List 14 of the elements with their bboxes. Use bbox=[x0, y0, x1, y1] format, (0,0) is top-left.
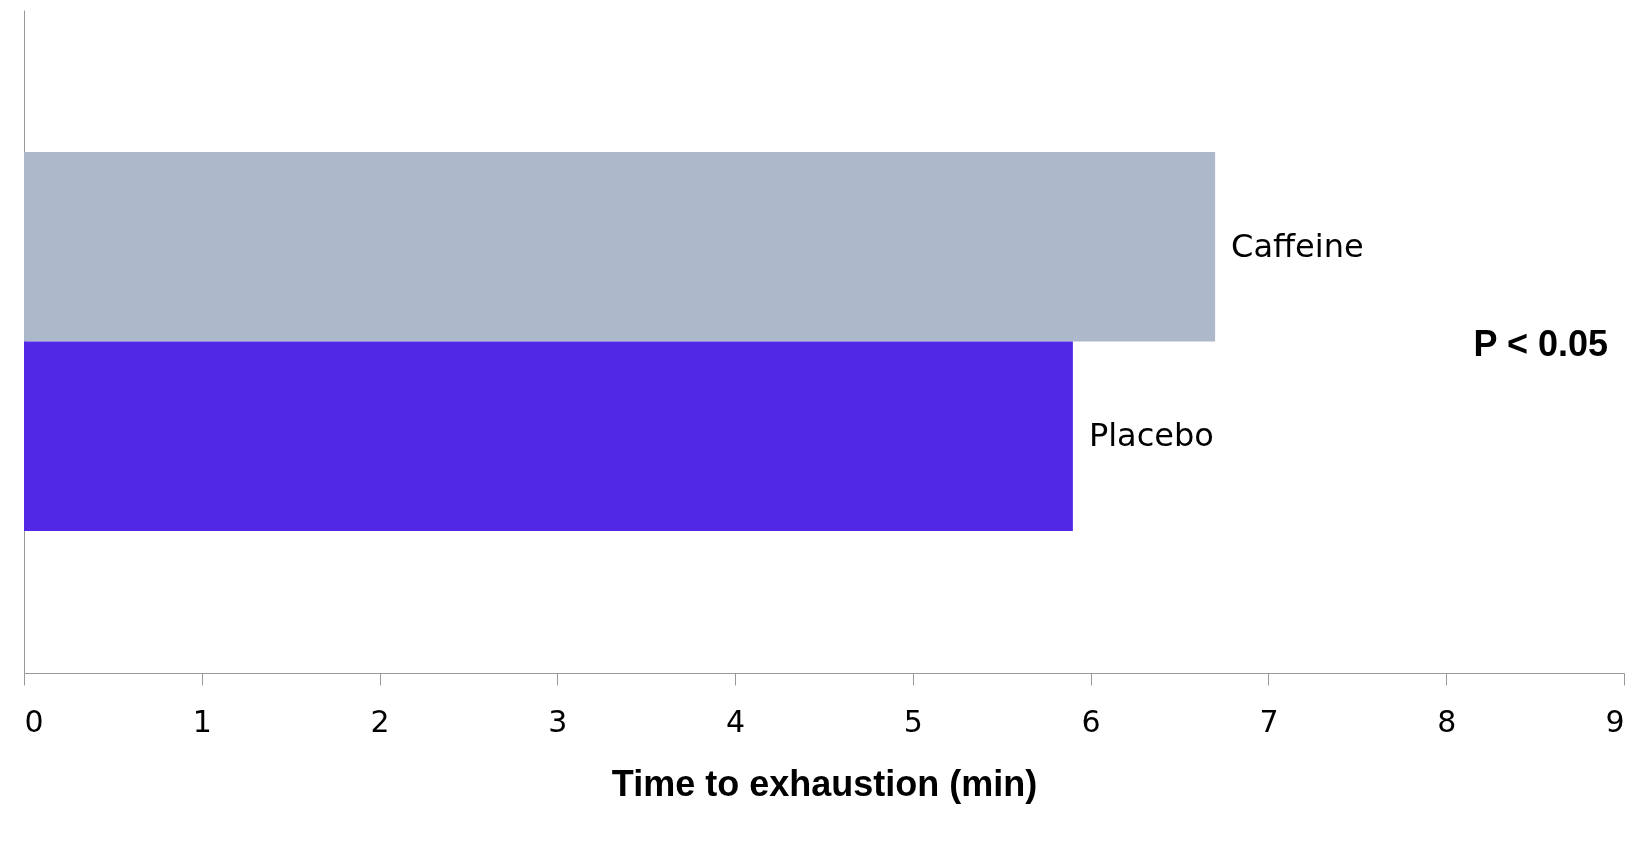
x-tick-label: 8 bbox=[1437, 703, 1457, 739]
x-axis-title: Time to exhaustion (min) bbox=[611, 762, 1038, 804]
x-tick-label: 2 bbox=[370, 703, 390, 739]
x-tick-label: 5 bbox=[903, 703, 923, 739]
x-tick-label: 7 bbox=[1259, 703, 1279, 739]
y-tick-label: Caffeine bbox=[1231, 226, 1364, 265]
x-tick-label: 1 bbox=[192, 703, 212, 739]
x-tick-label: 6 bbox=[1081, 703, 1101, 739]
x-tick-label: 9 bbox=[1605, 703, 1625, 739]
x-tick-label: 3 bbox=[548, 703, 568, 739]
annotation: P < 0.05 bbox=[1473, 323, 1608, 364]
x-tick-label: 4 bbox=[726, 703, 746, 739]
x-tick-label: 0 bbox=[24, 703, 44, 739]
y-tick-label: Placebo bbox=[1088, 416, 1214, 455]
